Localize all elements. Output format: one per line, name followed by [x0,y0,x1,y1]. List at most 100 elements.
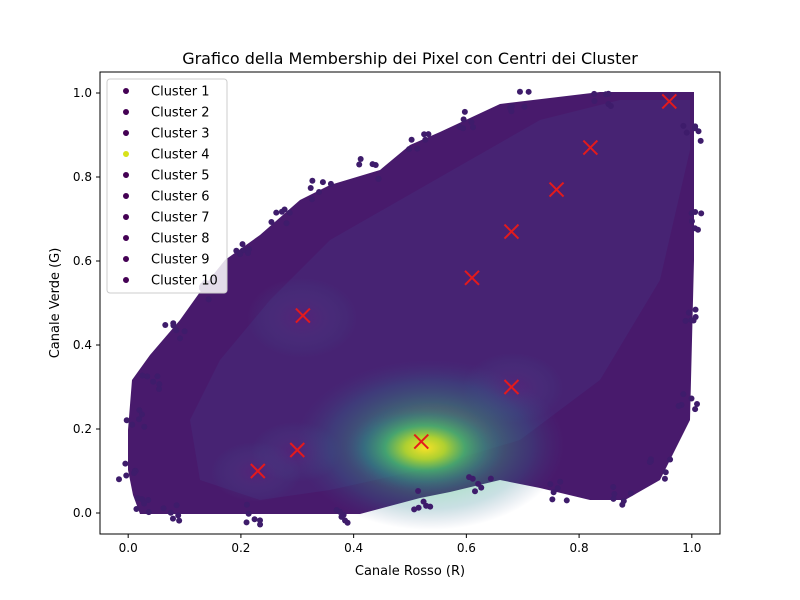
legend-label: Cluster 8 [151,232,210,247]
pixel-point-cloud [116,88,705,530]
cluster-center-marker [548,181,565,198]
pixel-point [205,296,212,303]
cluster-center-marker [464,270,480,286]
legend-label: Cluster 3 [151,127,210,142]
legend-label: Cluster 7 [151,211,210,226]
cluster-center-marker [503,379,520,395]
pixel-point [177,335,184,342]
point-cloud-core [190,100,690,500]
pixel-point [160,505,167,512]
pixel-point [563,497,570,504]
pixel-point [176,517,183,524]
pixel-point [408,136,415,143]
pixel-point [680,122,687,129]
pixel-point [610,495,617,502]
y-tick-label: 1.0 [73,86,92,100]
pixel-point [688,395,695,402]
pixel-point [525,88,532,95]
pixel-point [692,313,699,320]
x-tick-label: 0.6 [457,541,476,555]
x-axis-label: Canale Rosso (R) [355,564,465,579]
pixel-point [610,483,617,490]
pixel-point [136,416,143,423]
pixel-point [688,317,695,324]
pixel-point [138,496,145,503]
plot-frame [99,71,721,535]
legend: Cluster 1 Cluster 2 Cluster 3 Cluster 4 Clus… [106,78,228,294]
pixel-point [169,515,176,522]
pixel-point [685,309,692,316]
pixel-point [283,220,290,227]
pixel-point [620,498,627,505]
pixel-point [173,327,180,334]
pixel-point [154,373,161,380]
pixel-point [415,504,422,511]
cluster-center-marker [661,93,677,110]
pixel-point [340,511,347,518]
pixel-point [375,175,382,182]
pixel-point [309,196,316,203]
pixel-point [647,456,654,463]
legend-label: Cluster 2 [151,106,210,121]
pixel-point [369,161,376,168]
pixel-point [167,509,174,516]
legend-marker [123,235,129,241]
dense-region-core [345,403,505,493]
pixel-point [425,131,432,138]
pixel-point [460,116,467,123]
pixel-point [547,481,554,488]
pixel-point [605,90,612,97]
legend-marker [123,172,129,178]
pixel-point [307,184,314,191]
pixel-point [508,103,515,110]
pixel-point [422,136,429,143]
pixel-point [356,161,363,168]
cluster-center-marker [413,433,429,450]
pixel-point [243,519,250,526]
pixel-point [607,102,614,109]
pixel-point [683,129,690,136]
y-tick-label: 0.0 [73,506,92,520]
pixel-point [688,210,695,217]
pixel-point [554,485,561,492]
pixel-point [697,137,704,144]
legend-label: Cluster 6 [151,190,210,205]
pixel-point [627,490,634,497]
pixel-point [278,208,285,215]
pixel-point [611,491,618,498]
pixel-point [257,521,264,528]
pixel-point [470,124,477,131]
x-axis-ticks: 0.0 0.2 0.4 0.6 0.8 1.0 [119,534,701,555]
pixel-point [144,373,151,380]
pixel-point [286,209,293,216]
pixel-point [344,519,351,526]
pixel-point [675,403,682,410]
pixel-point [406,146,413,153]
pixel-point [251,516,258,523]
pixel-point [145,496,152,503]
legend-marker [123,130,129,136]
pixel-point [156,385,163,392]
pixel-point [420,498,427,505]
pixel-point [319,179,326,186]
legend-marker [123,214,129,220]
pixel-point [309,177,316,184]
pixel-point [150,378,157,385]
pixel-point [694,226,701,233]
cluster-center-marker [295,307,311,324]
pixel-point [156,381,163,388]
pixel-point [136,407,143,414]
pixel-point [680,391,687,398]
pixel-point [141,423,148,430]
cluster-center-marker [250,463,266,479]
pixel-point [131,469,138,476]
pixel-point [460,125,467,132]
pixel-point [688,218,695,225]
pixel-point [682,317,689,324]
pixel-point [170,320,177,327]
pixel-point [461,108,468,115]
y-tick-label: 0.8 [73,170,92,184]
pixel-point [694,400,701,407]
y-axis-ticks: 0.0 0.2 0.4 0.6 0.8 1.0 [73,86,100,520]
pixel-point [123,417,130,424]
